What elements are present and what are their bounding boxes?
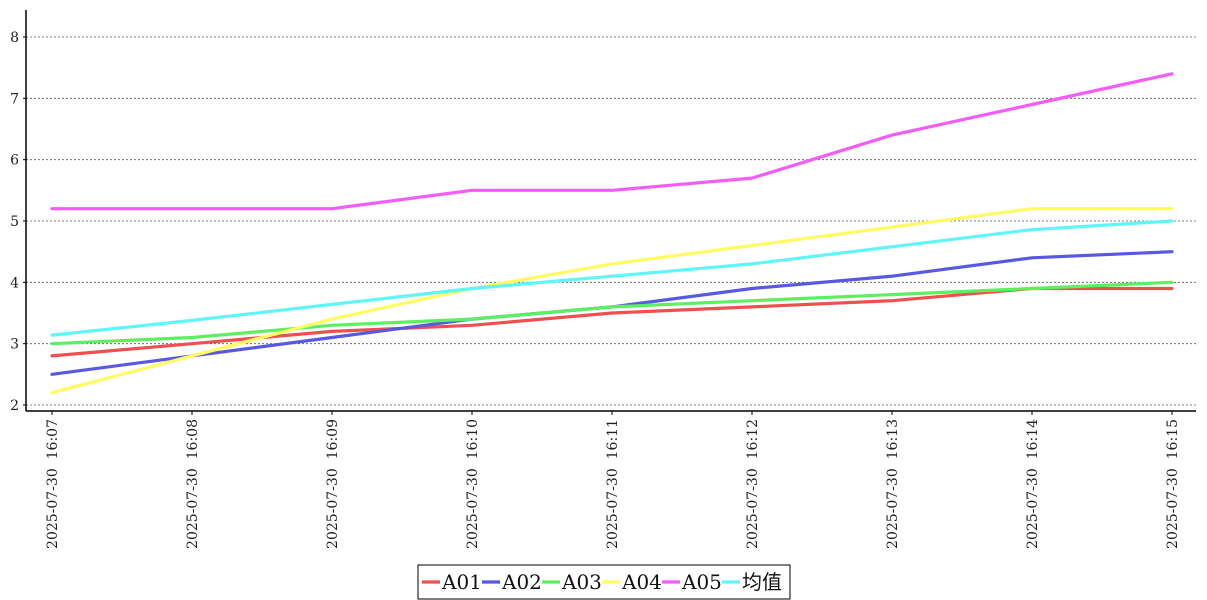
x-tick-label: 2025-07-30 16:12 xyxy=(745,419,761,549)
series-line-A05 xyxy=(50,72,1174,211)
y-tick-label: 5 xyxy=(10,214,19,230)
series-lines xyxy=(50,72,1174,395)
legend: A01 A02 A03 A04 A05 均值 xyxy=(417,564,791,600)
series-line-A03 xyxy=(50,280,1174,346)
series-line-A01 xyxy=(50,286,1174,358)
legend-label: A02 xyxy=(501,570,542,594)
y-tick-label: 7 xyxy=(10,91,19,107)
x-tick-label: 2025-07-30 16:11 xyxy=(605,419,621,549)
legend-label: A01 xyxy=(441,570,482,594)
legend-label: A05 xyxy=(681,570,722,594)
y-tick-label: 3 xyxy=(10,337,19,353)
legend-label: A03 xyxy=(561,570,602,594)
y-tick-label: 8 xyxy=(10,30,19,46)
grid-lines xyxy=(26,36,1196,406)
x-tick-label: 2025-07-30 16:08 xyxy=(185,419,201,549)
series-line-均值 xyxy=(50,219,1174,337)
y-tick-label: 6 xyxy=(10,153,19,169)
x-tick-label: 2025-07-30 16:09 xyxy=(325,419,341,549)
y-tick-label: 2 xyxy=(10,398,19,414)
y-tick-label: 4 xyxy=(10,275,19,291)
x-tick-label: 2025-07-30 16:10 xyxy=(465,419,481,549)
legend-label: 均值 xyxy=(742,570,782,594)
x-tick-label: 2025-07-30 16:14 xyxy=(1025,419,1041,549)
y-tick-labels: 2 3 4 5 6 7 8 xyxy=(10,30,26,414)
x-tick-labels: 2025-07-30 16:07 2025-07-30 16:08 2025-07-… xyxy=(45,411,1181,549)
legend-label: A04 xyxy=(621,570,662,594)
x-tick-label: 2025-07-30 16:13 xyxy=(885,419,901,549)
x-tick-label: 2025-07-30 16:07 xyxy=(45,419,61,549)
series-line-A04 xyxy=(50,207,1174,395)
x-tick-label: 2025-07-30 16:15 xyxy=(1165,419,1181,549)
